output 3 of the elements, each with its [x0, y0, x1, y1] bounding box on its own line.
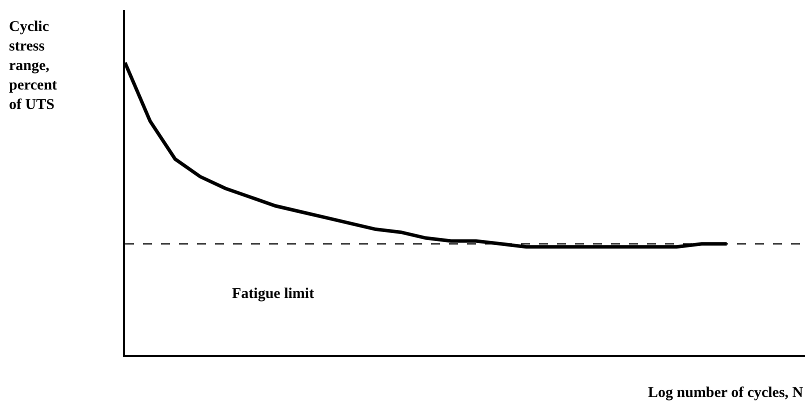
- ref-line-label: Fatigue limit: [232, 286, 314, 302]
- x-axis-title: Log number of cycles, N: [648, 385, 804, 401]
- y-axis-title: Cyclic stress range, percent of UTS: [9, 19, 58, 113]
